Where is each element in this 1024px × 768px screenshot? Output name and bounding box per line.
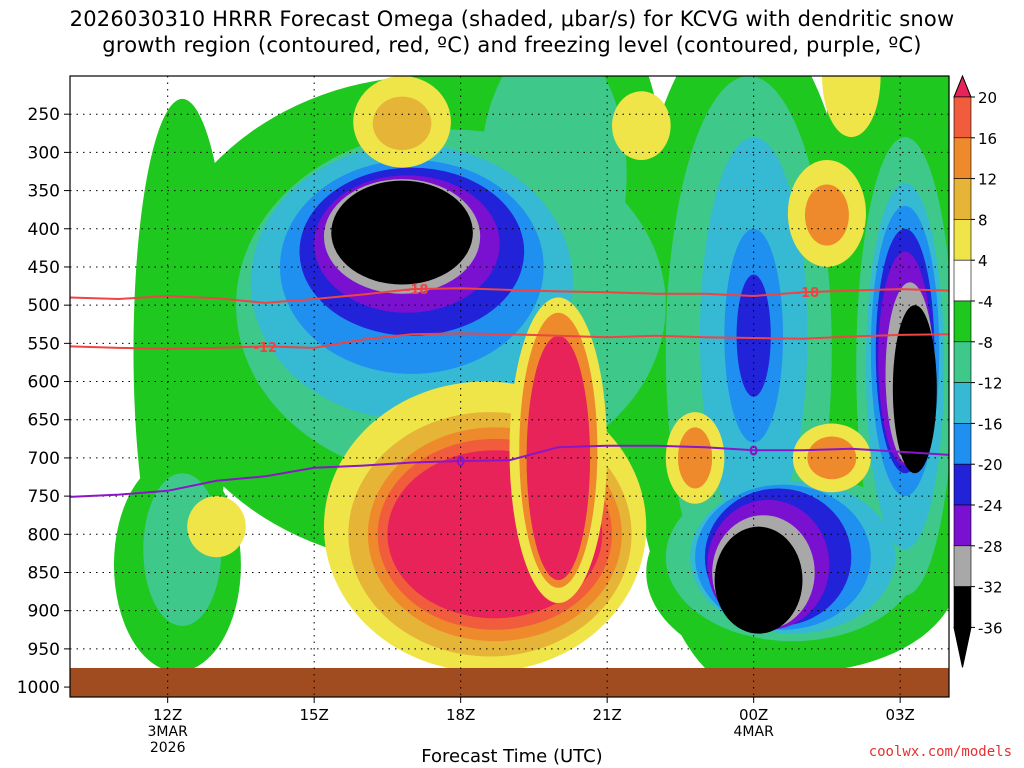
ascent-core-main — [331, 180, 473, 285]
colorbar-label--32: -32 — [978, 579, 1003, 597]
colorbar-top-arrow — [953, 74, 972, 98]
x-axis-title: Forecast Time (UTC) — [421, 746, 603, 767]
isotherm-minus12-label: -12 — [254, 341, 278, 356]
descent-left-low — [187, 496, 246, 558]
isotherm-minus18-line — [70, 287, 949, 304]
y-tick-label-400: 400 — [28, 220, 60, 240]
y-tick-label-850: 850 — [28, 563, 60, 583]
isotherm-contours: -18 -18 -12 0 0 — [70, 283, 949, 498]
x-tick-label-15Z: 15Z — [299, 706, 328, 724]
ascent-region-right-20 — [736, 274, 771, 397]
pressure-axis: 250 300 350 400 450 500 550 600 650 700 750 800 850 9… — [17, 105, 70, 698]
credit-link[interactable]: coolwx.com/models — [868, 744, 1012, 760]
y-tick-label-700: 700 — [28, 449, 60, 469]
colorbar-label-12: 12 — [978, 171, 997, 189]
ground-surface — [70, 667, 949, 697]
y-tick-label-1000: 1000 — [17, 678, 60, 698]
isotherm-minus18-label: -18 — [405, 283, 429, 298]
colorbar-swatch-4 — [953, 259, 972, 302]
colorbar-swatch-5 — [953, 300, 972, 343]
descent-upper-plume — [612, 91, 671, 161]
colorbar-swatch-3 — [953, 219, 972, 261]
x-tick-sublabel-3MAR: 3MAR — [148, 724, 189, 740]
x-tick-sublabel-2026: 2026 — [150, 740, 186, 756]
freezing-level-label-2: 0 — [749, 444, 758, 459]
y-tick-label-600: 600 — [28, 373, 60, 393]
x-tick-label-18Z: 18Z — [446, 706, 475, 724]
y-tick-label-500: 500 — [28, 296, 60, 316]
isotherm-minus12-line — [70, 332, 949, 350]
y-tick-label-300: 300 — [28, 143, 60, 163]
colorbar-swatch-0 — [953, 96, 972, 139]
colorbar-label--20: -20 — [978, 456, 1003, 474]
colorbar-swatch-10 — [953, 504, 972, 547]
colorbar-label-20: 20 — [978, 89, 997, 107]
colorbar-label--12: -12 — [978, 375, 1003, 393]
x-tick-label-12Z: 12Z — [153, 706, 182, 724]
colorbar-label--4: -4 — [978, 293, 993, 311]
y-tick-label-950: 950 — [28, 640, 60, 660]
colorbar-label--16: -16 — [978, 415, 1003, 433]
ascent-core-lower-right — [714, 526, 803, 634]
x-tick-sublabel-4MAR: 4MAR — [734, 724, 775, 740]
colorbar-label-8: 8 — [978, 211, 988, 229]
colorbar-swatch-8 — [953, 423, 972, 465]
descent-mid-right-8 — [804, 184, 849, 246]
y-tick-label-550: 550 — [28, 334, 60, 354]
plot-frame — [69, 75, 950, 698]
y-tick-label-350: 350 — [28, 182, 60, 202]
colorbar-swatch-11 — [953, 545, 972, 587]
y-tick-label-750: 750 — [28, 487, 60, 507]
y-tick-label-450: 450 — [28, 258, 60, 278]
colorbar-label--36: -36 — [978, 619, 1003, 637]
colorbar-swatch-6 — [953, 341, 972, 383]
colorbar-swatch-1 — [953, 137, 972, 179]
descent-upper-right-yellow — [822, 76, 881, 138]
colorbar-label--24: -24 — [978, 497, 1003, 515]
colorbar-label-4: 4 — [978, 252, 988, 270]
x-tick-label-00Z: 00Z — [739, 706, 768, 724]
descent-upper-left-8 — [372, 96, 432, 151]
x-tick-label-03Z: 03Z — [885, 706, 914, 724]
colorbar-bottom-arrow — [953, 626, 972, 668]
colorbar: 20 16 12 8 4 -4 -8 -12 -16 -20 -24 -28 -32 -36 — [953, 74, 1003, 668]
chart-title: 2026030310 HRRR Forecast Omega (shaded, … — [0, 6, 1024, 58]
y-tick-label-900: 900 — [28, 602, 60, 622]
ascent-core-far-right — [892, 305, 937, 474]
colorbar-label--28: -28 — [978, 538, 1003, 556]
isotherm-minus18-label-2: -18 — [796, 286, 820, 301]
freezing-level-label: 0 — [456, 455, 465, 470]
colorbar-swatch-9 — [953, 463, 972, 506]
y-tick-label-250: 250 — [28, 105, 60, 125]
title-line-1: 2026030310 HRRR Forecast Omega (shaded, … — [69, 7, 955, 31]
colorbar-label-16: 16 — [978, 130, 997, 148]
title-line-2: growth region (contoured, red, ºC) and f… — [102, 33, 922, 57]
x-tick-label-21Z: 21Z — [592, 706, 621, 724]
freezing-level-line — [70, 444, 949, 498]
colorbar-label--8: -8 — [978, 334, 993, 352]
colorbar-swatch-2 — [953, 178, 972, 220]
y-tick-label-800: 800 — [28, 525, 60, 545]
colorbar-swatch-7 — [953, 382, 972, 424]
y-tick-label-650: 650 — [28, 411, 60, 431]
colorbar-swatch-12 — [953, 586, 972, 628]
